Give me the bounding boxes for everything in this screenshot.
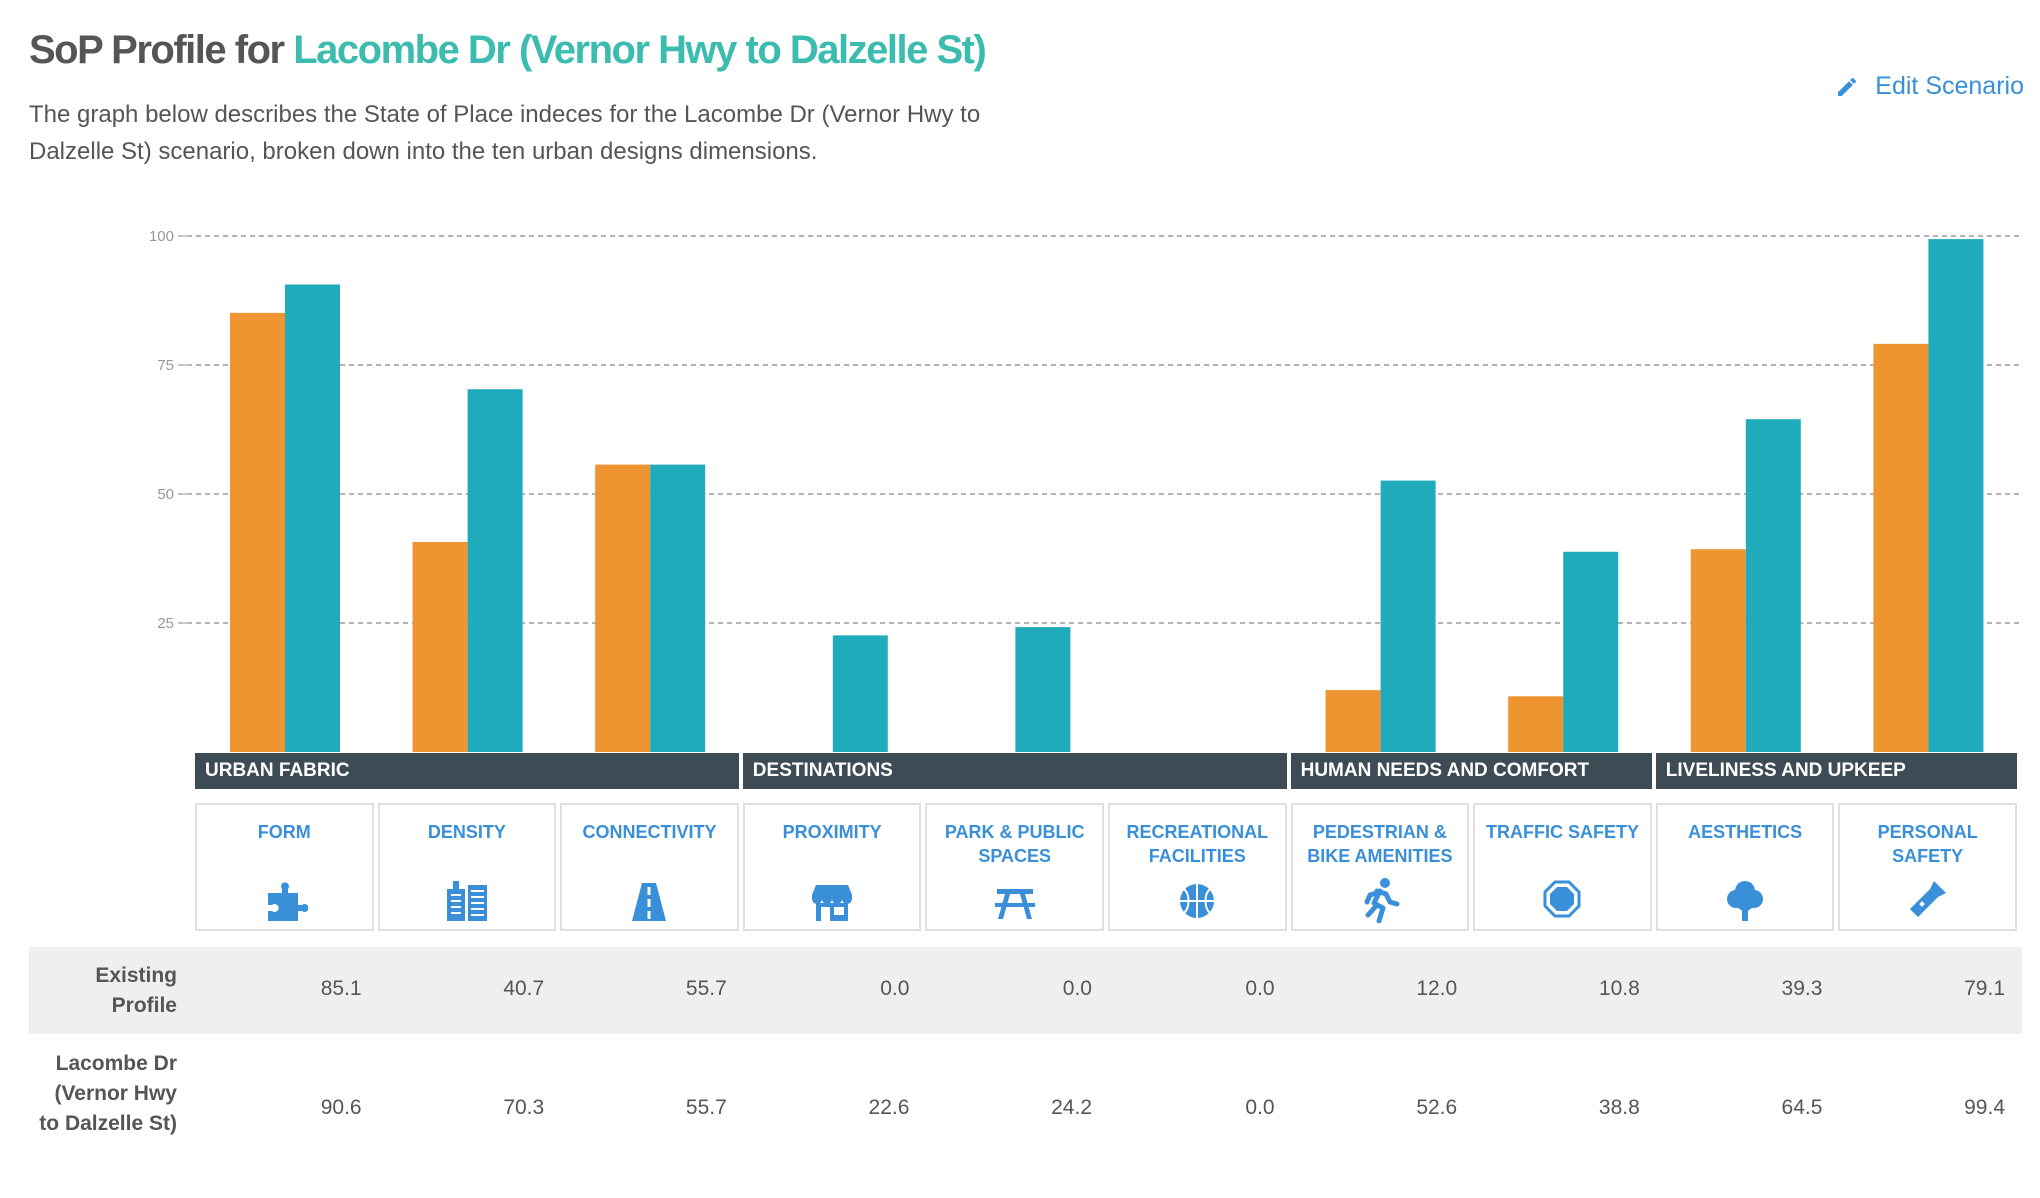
table-cell: 0.0 — [1062, 977, 1092, 1000]
dimension-label: PROXIMITY — [782, 822, 882, 842]
basketball-icon — [1180, 884, 1215, 918]
dimension-tile[interactable]: AESTHETICS — [1655, 803, 1835, 931]
dimension-tile[interactable]: PEDESTRIAN & BIKE AMENITIES — [1290, 803, 1470, 931]
page-description: The graph below describes the State of P… — [29, 101, 981, 165]
dimension-tile[interactable]: DENSITY — [377, 803, 557, 931]
dimension-tile[interactable]: RECREATIONAL FACILITIES — [1108, 803, 1287, 931]
bar-existing — [1873, 343, 1929, 752]
title-prefix: SoP Profile for — [29, 28, 294, 72]
group-header: LIVELINESS AND UPKEEP — [1655, 753, 2017, 789]
group-header: URBAN FABRIC — [195, 753, 739, 789]
table-cell: 0.0 — [880, 977, 910, 1000]
existing-profile-row-label: Existing Profile — [95, 964, 177, 1017]
bar-existing — [1690, 549, 1746, 752]
title-scenario-name: Lacombe Dr (Vernor Hwy to Dalzelle St) — [293, 28, 987, 72]
dimension-label: TRAFFIC SAFETY — [1485, 822, 1639, 842]
bar-scenario — [1745, 419, 1801, 752]
dimension-tile[interactable]: PROXIMITY — [742, 803, 922, 931]
edit-scenario-button[interactable]: Edit Scenario — [1835, 72, 2024, 101]
table-cell: 64.5 — [1781, 1096, 1823, 1119]
bar-scenario — [650, 464, 706, 752]
bar-scenario — [832, 635, 888, 752]
group-header: DESTINATIONS — [742, 753, 1287, 789]
y-tick-label: 50 — [157, 486, 174, 503]
picnic-table-icon — [994, 889, 1035, 919]
table-cell: 12.0 — [1416, 977, 1458, 1000]
table-cell: 79.1 — [1964, 977, 2005, 1000]
y-tick-label: 25 — [157, 615, 174, 632]
table-cell: 99.4 — [1964, 1096, 2005, 1119]
storefront-icon — [812, 885, 853, 921]
table-cell: 90.6 — [320, 1096, 362, 1119]
table-cell: 0.0 — [1245, 977, 1275, 1000]
table-cell: 0.0 — [1245, 1096, 1275, 1119]
dimension-label: PEDESTRIAN & BIKE AMENITIES — [1307, 822, 1453, 866]
dimension-label: DENSITY — [427, 822, 506, 842]
table-cell: 85.1 — [320, 977, 362, 1000]
bar-scenario — [285, 284, 340, 752]
table-cell: 55.7 — [685, 1096, 727, 1119]
table-cell: 55.7 — [685, 977, 727, 1000]
flashlight-icon — [1909, 881, 1946, 917]
table-cell: 39.3 — [1781, 977, 1823, 1000]
dimension-tile[interactable]: PERSONAL SAFETY — [1838, 803, 2017, 931]
bar-chart: 25 50 75 100 — [149, 228, 2022, 752]
table-cell: 52.6 — [1416, 1096, 1458, 1119]
tree-icon — [1727, 881, 1764, 921]
buildings-icon — [446, 881, 487, 921]
dimension-label: FORM — [257, 822, 311, 842]
dimension-tile[interactable]: CONNECTIVITY — [560, 803, 739, 931]
puzzle-icon — [268, 882, 309, 921]
pencil-icon — [1838, 77, 1857, 96]
dimension-tile[interactable]: TRAFFIC SAFETY — [1473, 803, 1652, 931]
scenario-row: Lacombe Dr (Vernor Hwy to Dalzelle St) 9… — [29, 1034, 2022, 1198]
bar-existing — [595, 464, 651, 752]
bar-scenario — [1928, 239, 1984, 752]
bar-existing — [230, 312, 285, 752]
table-cell: 40.7 — [503, 977, 545, 1000]
road-icon — [632, 883, 667, 921]
page-title: SoP Profile for Lacombe Dr (Vernor Hwy t… — [29, 28, 987, 73]
y-tick-label: 75 — [157, 357, 174, 374]
edit-scenario-label: Edit Scenario — [1875, 72, 2024, 100]
bar-scenario — [467, 389, 523, 752]
table-cell: 38.8 — [1598, 1096, 1640, 1119]
dimension-tile[interactable]: PARK & PUBLIC SPACES — [925, 803, 1104, 931]
dimension-label: AESTHETICS — [1688, 822, 1803, 842]
dimension-label: CONNECTIVITY — [582, 822, 717, 842]
dimension-label: RECREATIONAL FACILITIES — [1126, 822, 1269, 866]
table-cell: 10.8 — [1598, 977, 1640, 1000]
bar-scenario — [1015, 627, 1071, 752]
octagon-icon — [1543, 880, 1581, 918]
running-person-icon — [1364, 878, 1400, 923]
dimension-label: PARK & PUBLIC SPACES — [944, 822, 1085, 866]
y-tick-label: 100 — [149, 228, 174, 245]
bar-existing — [412, 541, 468, 752]
bar-existing — [1325, 690, 1381, 752]
bar-scenario — [1380, 480, 1436, 752]
scenario-row-label: Lacombe Dr (Vernor Hwy to Dalzelle St) — [39, 1052, 177, 1135]
group-header: HUMAN NEEDS AND COMFORT — [1290, 753, 1652, 789]
bar-scenario — [1563, 551, 1619, 752]
table-cell: 70.3 — [503, 1096, 545, 1119]
table-cell: 24.2 — [1051, 1096, 1092, 1119]
table-cell: 22.6 — [868, 1096, 910, 1119]
dimension-label: PERSONAL SAFETY — [1877, 822, 1978, 866]
existing-profile-row: Existing Profile 85.1 40.7 55.7 0.0 0.0 0.0 12… — [29, 947, 2022, 1034]
bar-existing — [1508, 696, 1564, 752]
dimension-tile[interactable]: FORM — [195, 803, 374, 931]
